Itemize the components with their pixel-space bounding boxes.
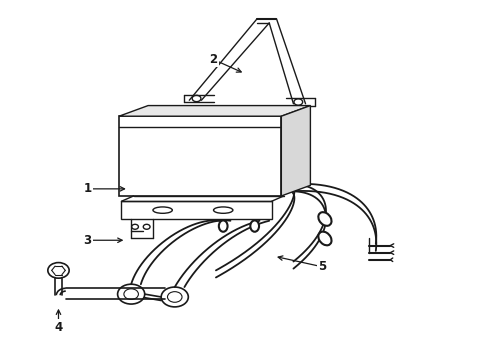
Text: 3: 3	[83, 234, 92, 247]
Polygon shape	[281, 105, 310, 196]
Text: 4: 4	[54, 321, 63, 334]
Ellipse shape	[318, 231, 332, 245]
Text: 2: 2	[209, 53, 218, 66]
Text: 1: 1	[83, 183, 92, 195]
Ellipse shape	[219, 220, 227, 232]
Polygon shape	[119, 105, 310, 116]
Ellipse shape	[318, 212, 332, 226]
Ellipse shape	[153, 207, 172, 213]
Text: 5: 5	[318, 260, 327, 273]
Ellipse shape	[250, 220, 259, 232]
Ellipse shape	[214, 207, 233, 213]
Bar	[122, 201, 271, 219]
Bar	[119, 116, 281, 196]
